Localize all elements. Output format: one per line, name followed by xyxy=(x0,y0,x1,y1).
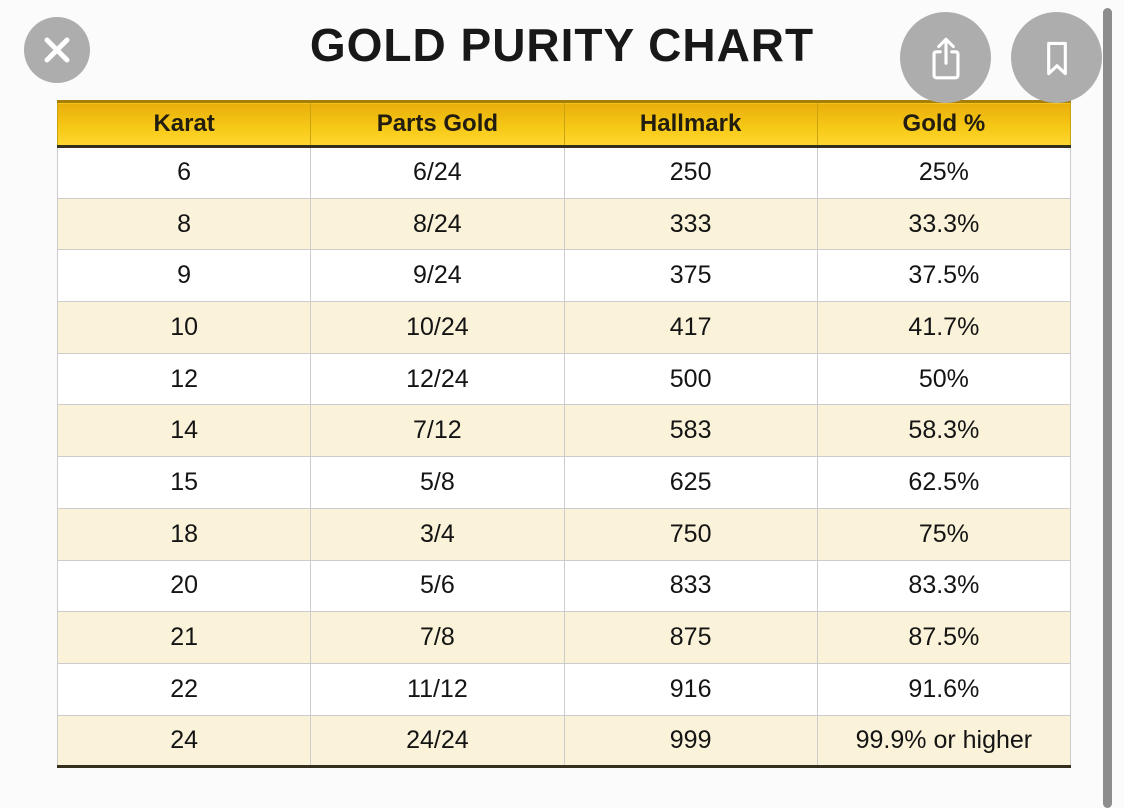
table-cell: 91.6% xyxy=(816,662,1072,716)
table-cell: 33.3% xyxy=(816,197,1072,251)
table-cell: 7/12 xyxy=(310,404,565,458)
table-row: 14 7/12 583 58.3% xyxy=(56,404,1072,458)
table-row: 20 5/6 833 83.3% xyxy=(56,559,1072,613)
table-cell: 18 xyxy=(56,507,312,561)
table-cell: 83.3% xyxy=(816,559,1072,613)
bookmark-button[interactable] xyxy=(1011,12,1102,103)
table-cell: 250 xyxy=(563,146,818,199)
gold-purity-table: Karat Parts Gold Hallmark Gold % 6 6/24 25… xyxy=(56,100,1072,769)
table-row: 24 24/24 999 99.9% or higher xyxy=(56,714,1072,769)
table-cell: 20 xyxy=(56,559,312,613)
table-cell: 75% xyxy=(816,507,1072,561)
table-cell: 87.5% xyxy=(816,611,1072,664)
table-row: 6 6/24 250 25% xyxy=(56,146,1072,199)
table-cell: 8/24 xyxy=(310,197,565,251)
table-cell: 583 xyxy=(563,404,818,458)
table-cell: 50% xyxy=(816,352,1072,406)
table-cell: 375 xyxy=(563,249,818,303)
column-header-karat: Karat xyxy=(56,100,312,148)
table-cell: 6 xyxy=(56,146,312,199)
table-cell: 6/24 xyxy=(310,146,565,199)
column-header-hallmark: Hallmark xyxy=(563,100,818,148)
table-cell: 875 xyxy=(563,611,818,664)
table-cell: 14 xyxy=(56,404,312,458)
table-row: 12 12/24 500 50% xyxy=(56,352,1072,406)
table-cell: 15 xyxy=(56,456,312,509)
table-row: 22 11/12 916 91.6% xyxy=(56,662,1072,716)
column-header-gold-percent: Gold % xyxy=(816,100,1072,148)
table-row: 10 10/24 417 41.7% xyxy=(56,301,1072,354)
share-button[interactable] xyxy=(900,12,991,103)
table-cell: 11/12 xyxy=(310,662,565,716)
table-cell: 916 xyxy=(563,662,818,716)
table-cell: 333 xyxy=(563,197,818,251)
table-cell: 37.5% xyxy=(816,249,1072,303)
scrollbar-track[interactable] xyxy=(1101,0,1115,808)
table-cell: 5/8 xyxy=(310,456,565,509)
table-cell: 10/24 xyxy=(310,301,565,354)
table-cell: 24 xyxy=(56,714,312,769)
column-header-parts-gold: Parts Gold xyxy=(310,100,565,148)
table-cell: 417 xyxy=(563,301,818,354)
table-cell: 21 xyxy=(56,611,312,664)
table-row: 8 8/24 333 33.3% xyxy=(56,197,1072,251)
table-cell: 999 xyxy=(563,714,818,769)
table-cell: 8 xyxy=(56,197,312,251)
table-cell: 3/4 xyxy=(310,507,565,561)
table-cell: 7/8 xyxy=(310,611,565,664)
table-cell: 833 xyxy=(563,559,818,613)
table-cell: 22 xyxy=(56,662,312,716)
table-cell: 500 xyxy=(563,352,818,406)
table-cell: 41.7% xyxy=(816,301,1072,354)
share-icon xyxy=(920,32,972,84)
table-cell: 10 xyxy=(56,301,312,354)
table-cell: 9 xyxy=(56,249,312,303)
table-header-row: Karat Parts Gold Hallmark Gold % xyxy=(56,100,1072,148)
table-row: 21 7/8 875 87.5% xyxy=(56,611,1072,664)
scrollbar-thumb[interactable] xyxy=(1103,8,1112,808)
close-icon xyxy=(39,32,75,68)
table-cell: 12/24 xyxy=(310,352,565,406)
table-row: 18 3/4 750 75% xyxy=(56,507,1072,561)
table-cell: 99.9% or higher xyxy=(816,714,1072,769)
table-cell: 58.3% xyxy=(816,404,1072,458)
page-title: GOLD PURITY CHART xyxy=(309,19,815,71)
table-row: 15 5/8 625 62.5% xyxy=(56,456,1072,509)
table-row: 9 9/24 375 37.5% xyxy=(56,249,1072,303)
close-button[interactable] xyxy=(24,17,90,83)
table-cell: 750 xyxy=(563,507,818,561)
table-cell: 9/24 xyxy=(310,249,565,303)
table-cell: 625 xyxy=(563,456,818,509)
table-cell: 24/24 xyxy=(310,714,565,769)
table-cell: 62.5% xyxy=(816,456,1072,509)
table-cell: 12 xyxy=(56,352,312,406)
table-cell: 5/6 xyxy=(310,559,565,613)
table-cell: 25% xyxy=(816,146,1072,199)
bookmark-icon xyxy=(1031,32,1083,84)
